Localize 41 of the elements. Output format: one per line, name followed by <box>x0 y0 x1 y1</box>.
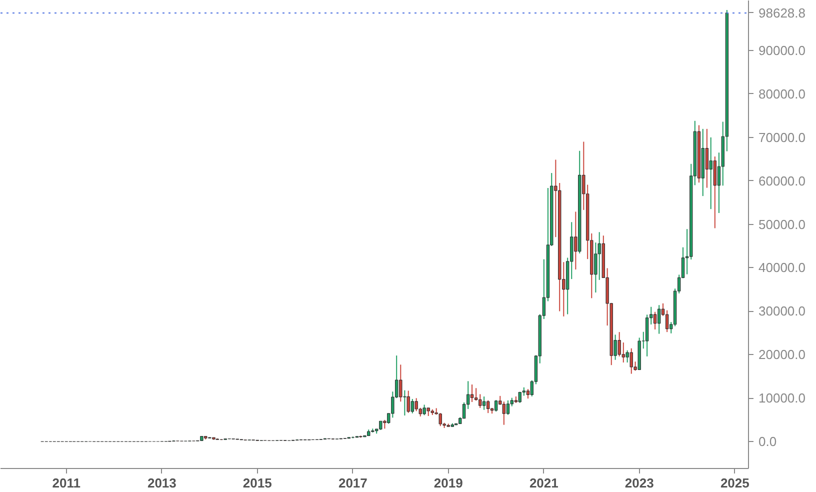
ref-line-label: 98628.8 <box>758 5 806 20</box>
candlestick <box>709 136 712 210</box>
candlestick <box>665 310 669 333</box>
x-tick-label: 2011 <box>52 476 80 490</box>
candlestick <box>486 400 490 414</box>
y-tick-label: 10000.0 <box>758 390 806 406</box>
candlestick <box>438 412 442 427</box>
y-tick-label: 80000.0 <box>758 86 806 102</box>
y-tick-label: 30000.0 <box>758 304 806 319</box>
candlestick <box>653 311 657 330</box>
x-tick-label: 2023 <box>624 476 654 490</box>
y-tick-label: 70000.0 <box>758 130 806 145</box>
candlestick <box>478 394 482 408</box>
y-tick-label: 20000.0 <box>758 347 806 362</box>
candlestick <box>422 404 426 416</box>
candlestick <box>657 304 661 334</box>
y-tick-label: 50000.0 <box>758 216 806 232</box>
candlestick <box>470 384 474 403</box>
candlestick <box>645 314 649 357</box>
candlestick <box>494 400 498 412</box>
x-tick-label: 2021 <box>529 476 558 490</box>
y-tick-label: 0.0 <box>758 434 777 450</box>
candlestick <box>414 398 418 412</box>
y-tick-label: 60000.0 <box>758 173 806 188</box>
candlestick <box>618 332 621 357</box>
candlestick <box>406 390 410 414</box>
x-tick-label: 2013 <box>147 476 176 490</box>
candlestick <box>502 401 506 426</box>
y-tick-label: 40000.0 <box>758 260 806 276</box>
x-tick-label: 2015 <box>242 476 272 490</box>
candlestick <box>705 128 709 188</box>
candlestick <box>482 396 486 410</box>
candlestick <box>399 364 402 402</box>
candlestick <box>622 342 626 363</box>
x-tick-label: 2019 <box>434 476 463 490</box>
x-tick-label: 2025 <box>720 476 750 490</box>
x-tick-label: 2017 <box>338 476 368 490</box>
candlestick <box>410 398 414 414</box>
y-tick-label: 90000.0 <box>758 42 806 58</box>
candlestick <box>506 400 510 416</box>
candlestick <box>630 348 633 374</box>
